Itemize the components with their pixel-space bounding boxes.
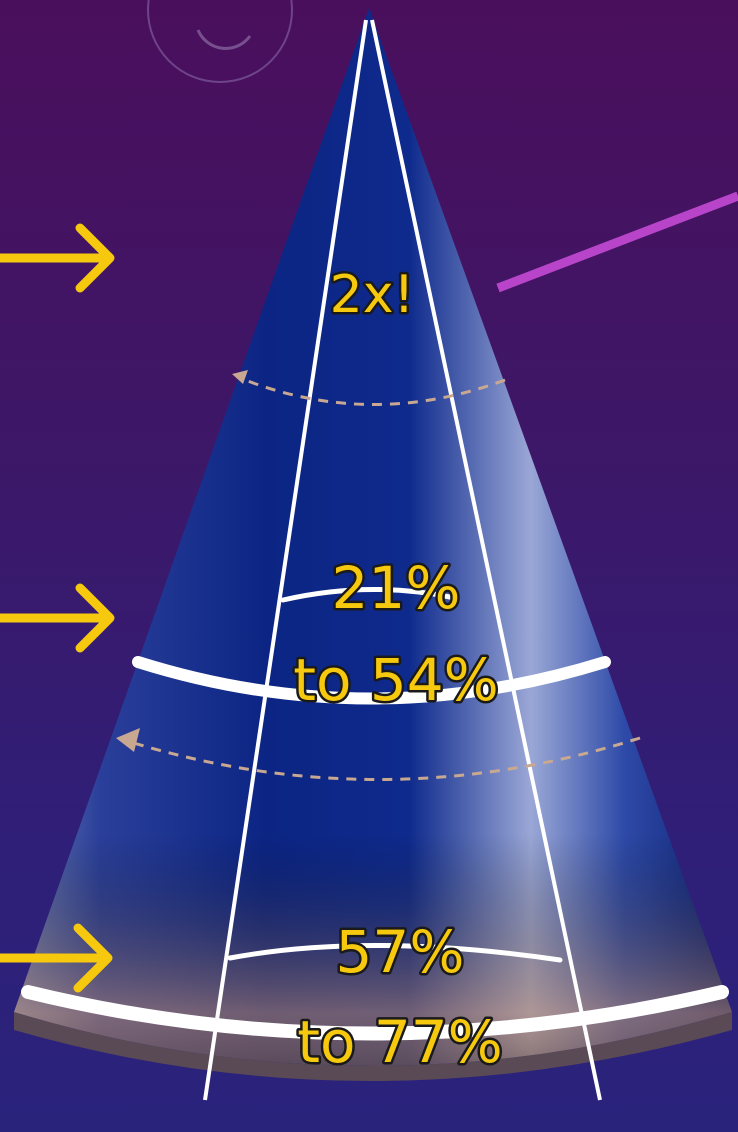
cone-meridian-lines <box>203 19 602 1101</box>
bottom-label-line2: to 77% <box>297 1008 503 1076</box>
yellow-arrows <box>0 223 115 993</box>
middle-upper-arc <box>280 587 458 603</box>
dashed-arrowheads <box>116 370 248 752</box>
top-arrow-icon <box>0 223 115 293</box>
bottom-upper-arc <box>227 942 563 963</box>
lower-dashed-arrow <box>123 736 641 781</box>
cone <box>14 8 732 1081</box>
bottom-band-line <box>21 985 729 1041</box>
lower-arrowhead-icon <box>116 728 140 752</box>
upper-arrowhead-icon <box>232 370 248 384</box>
decorative-orbit-icon <box>147 0 293 83</box>
cone-band-lines <box>21 587 729 1041</box>
bottom-arrow-icon <box>0 923 113 993</box>
middle-label-line1: 21% <box>332 554 461 622</box>
middle-band-line <box>132 656 611 705</box>
pointer-line <box>496 191 738 293</box>
upper-dashed-arrow <box>239 376 506 406</box>
middle-arrow-icon <box>0 583 115 653</box>
middle-label-line2: to 54% <box>293 646 499 714</box>
top-label: 2x! <box>330 265 415 325</box>
dashed-arrows <box>123 376 641 781</box>
bottom-label-line1: 57% <box>336 918 465 986</box>
